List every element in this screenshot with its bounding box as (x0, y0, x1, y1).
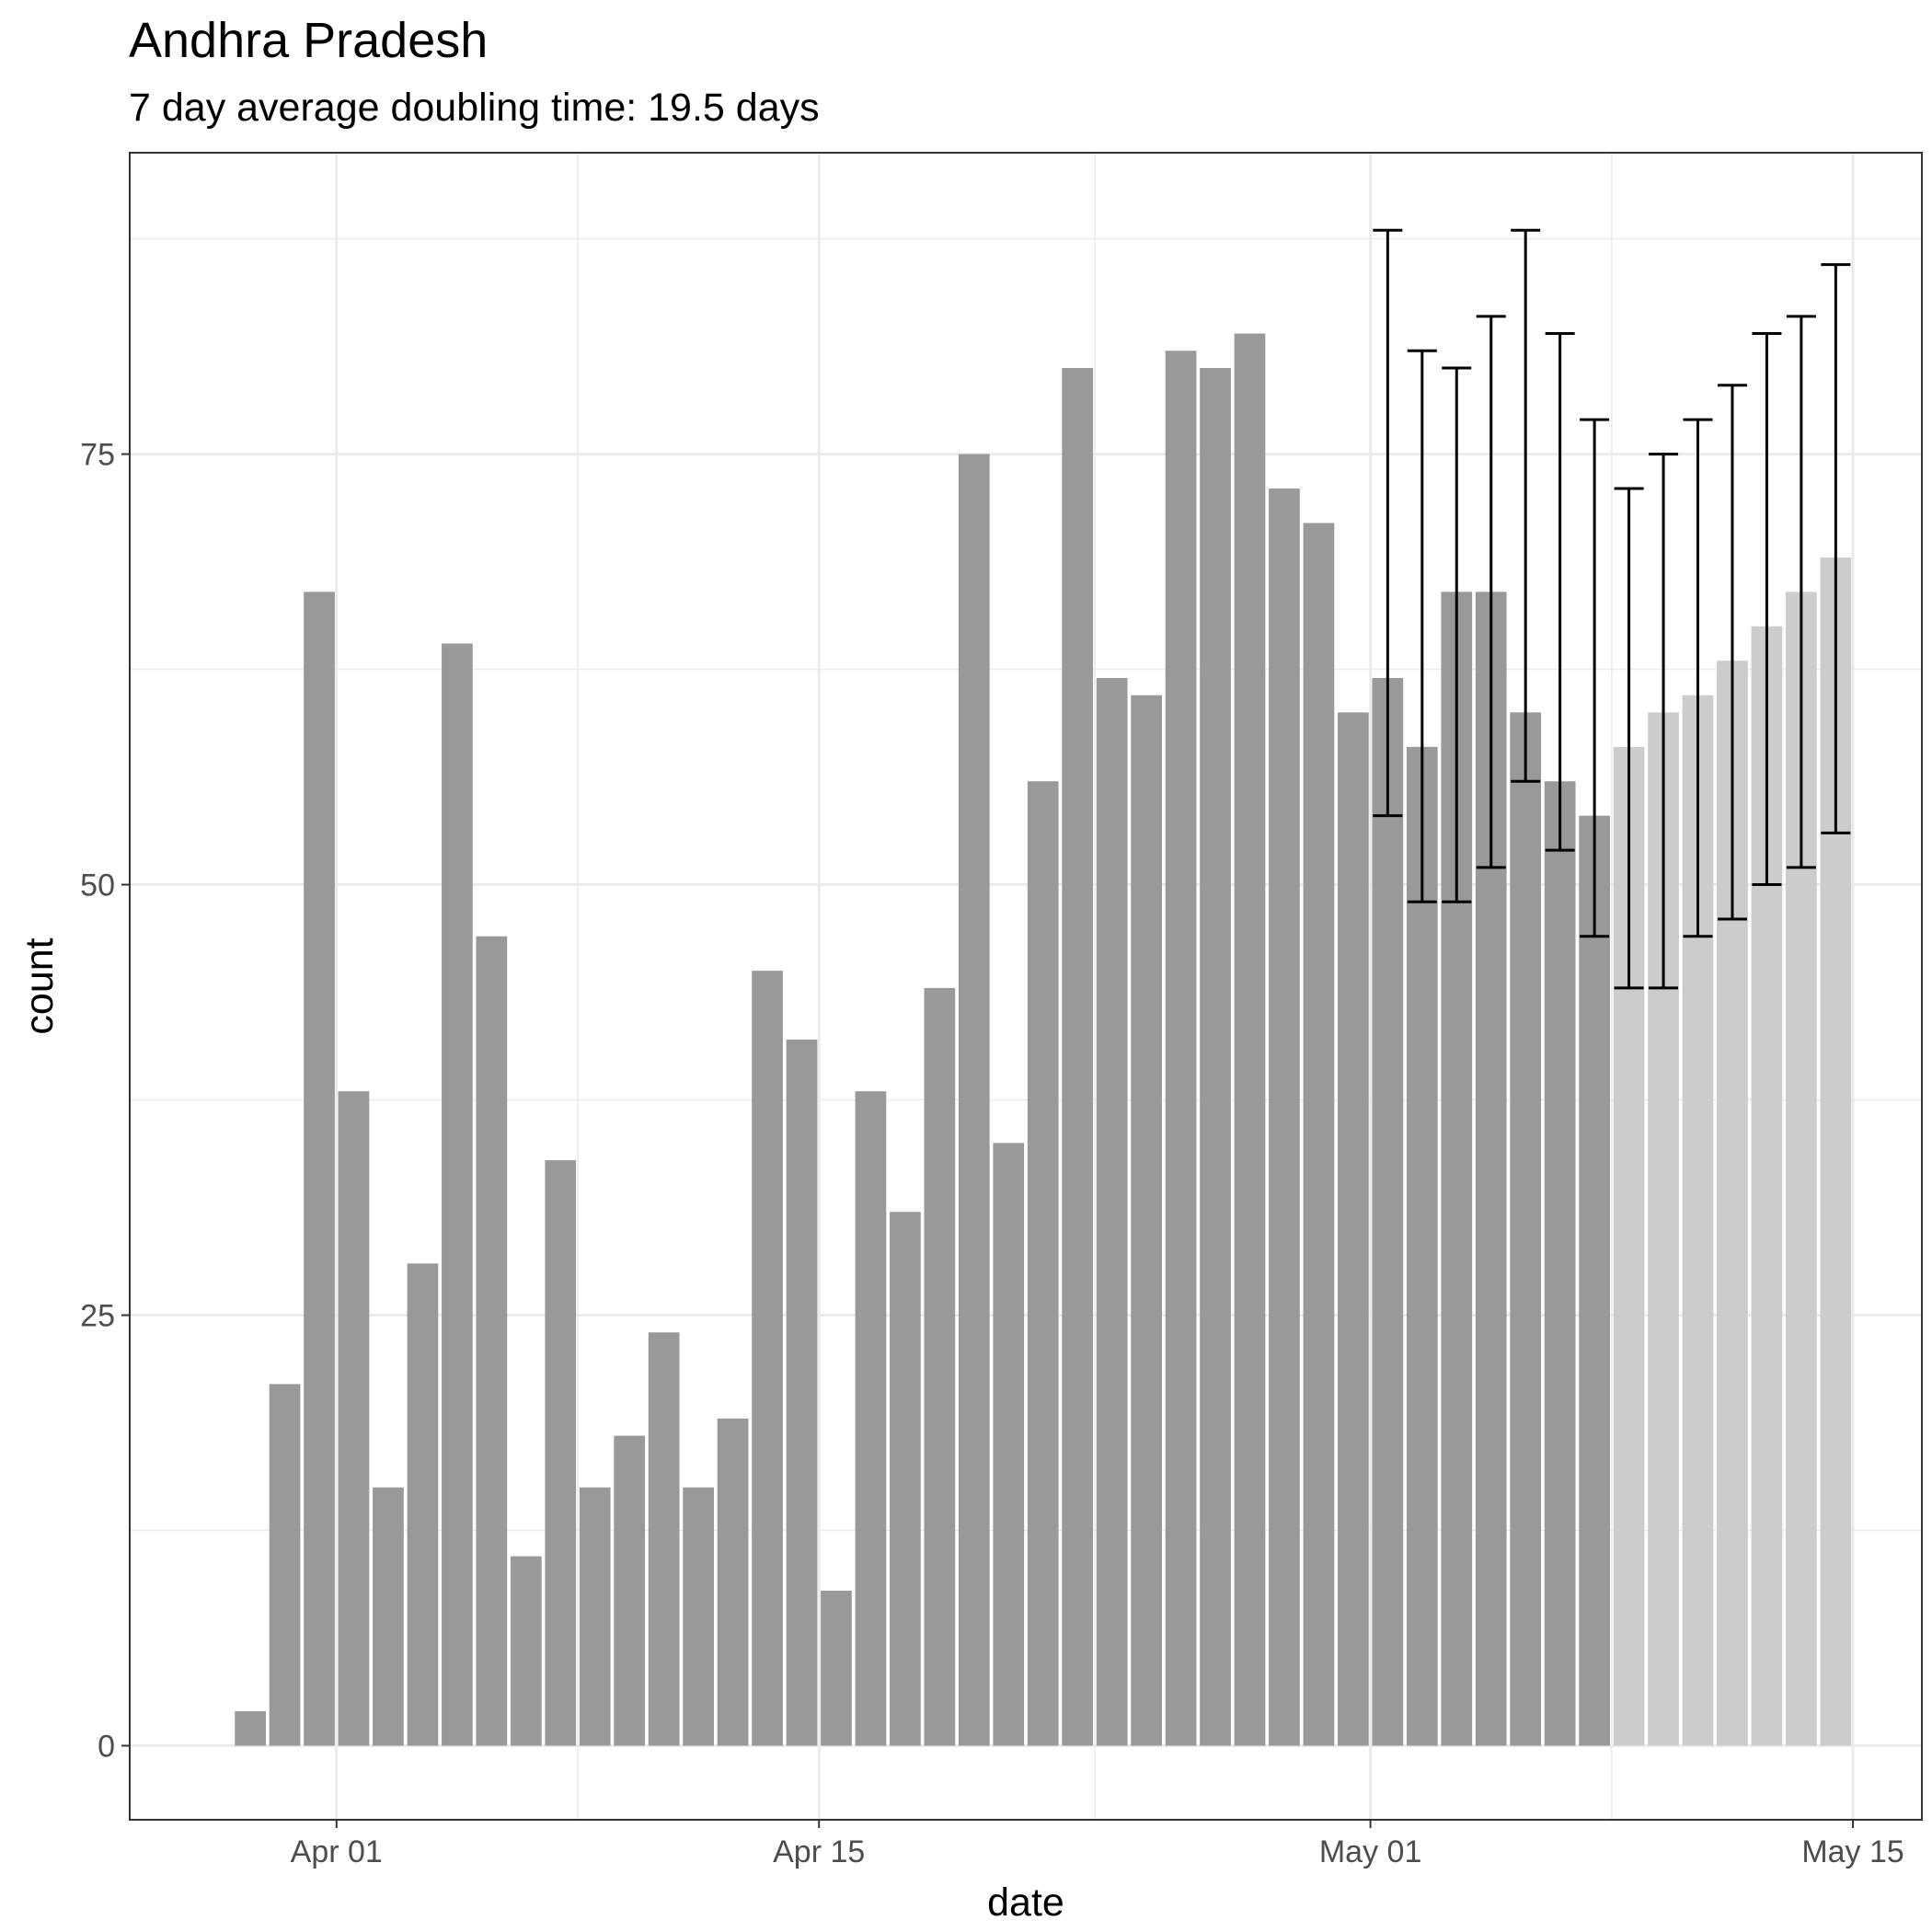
error-bar (1442, 366, 1472, 903)
bar-observed (510, 1556, 542, 1746)
bar-observed (1544, 781, 1576, 1746)
bar-observed (373, 1487, 404, 1746)
bar-observed (338, 1091, 370, 1746)
bar-observed (235, 1711, 266, 1746)
x-tick-label: Apr 01 (291, 1834, 383, 1869)
bars (235, 333, 1852, 1746)
error-bar (1511, 228, 1541, 783)
error-bar (1717, 384, 1747, 921)
bar-observed (1372, 677, 1404, 1746)
bar-observed (407, 1263, 439, 1746)
error-bar (1786, 315, 1816, 869)
bar-observed (1200, 367, 1231, 1746)
bar-observed (1269, 489, 1300, 1746)
error-bars (1373, 228, 1851, 990)
bar-observed (1096, 677, 1128, 1746)
error-bar (1580, 418, 1610, 938)
chart-subtitle: 7 day average doubling time: 19.5 days (129, 86, 820, 130)
bar-observed (476, 936, 508, 1746)
chart-title: Andhra Pradesh (129, 13, 488, 68)
bar-observed (269, 1384, 301, 1746)
error-bar (1614, 487, 1644, 990)
error-bar (1373, 228, 1403, 818)
y-tick-label: 50 (80, 868, 115, 903)
bar-observed (1406, 746, 1438, 1746)
bar-observed (1234, 333, 1266, 1746)
plot-border (129, 152, 1923, 1821)
x-tick-label: May 01 (1319, 1834, 1422, 1869)
bar-observed (614, 1435, 646, 1746)
bar-observed (683, 1487, 714, 1746)
bar-observed (1510, 712, 1542, 1746)
bar-observed (821, 1591, 852, 1746)
bar-observed (579, 1487, 611, 1746)
x-tick-label: May 15 (1801, 1834, 1904, 1869)
y-tick-label: 25 (80, 1299, 115, 1334)
bar-observed (1131, 695, 1162, 1746)
error-bar (1683, 418, 1713, 938)
bar-observed (545, 1160, 577, 1746)
bar-observed (1165, 351, 1197, 1746)
bar-observed (890, 1212, 921, 1746)
bar-observed (648, 1332, 680, 1746)
bar-observed (1027, 781, 1059, 1746)
bar-observed (442, 643, 473, 1746)
error-bar (1545, 332, 1575, 852)
y-tick-label: 0 (98, 1730, 115, 1765)
error-bar (1649, 453, 1679, 990)
x-tick-label: Apr 15 (773, 1834, 865, 1869)
bar-observed (958, 454, 990, 1746)
error-bar (1821, 263, 1851, 834)
axis-ticks: 0 25 50 75 Apr 01 Apr 15 May 01 May 15 (80, 438, 1904, 1869)
bar-observed (1338, 712, 1369, 1746)
bar-observed (786, 1040, 818, 1746)
x-axis-title: date (987, 1880, 1064, 1925)
error-bar (1476, 315, 1506, 869)
bar-observed (855, 1091, 887, 1746)
bar-observed (993, 1143, 1025, 1746)
y-tick-label: 75 (80, 438, 115, 473)
bar-observed (1579, 815, 1610, 1746)
y-axis-title: count (17, 937, 62, 1034)
error-bar (1407, 349, 1437, 903)
error-bar (1752, 332, 1782, 887)
bar-observed (924, 987, 956, 1746)
bar-observed (304, 592, 335, 1746)
bar-observed (1303, 523, 1335, 1746)
bar-observed (1062, 367, 1094, 1746)
bar-observed (752, 971, 783, 1746)
bar-observed (717, 1418, 749, 1746)
